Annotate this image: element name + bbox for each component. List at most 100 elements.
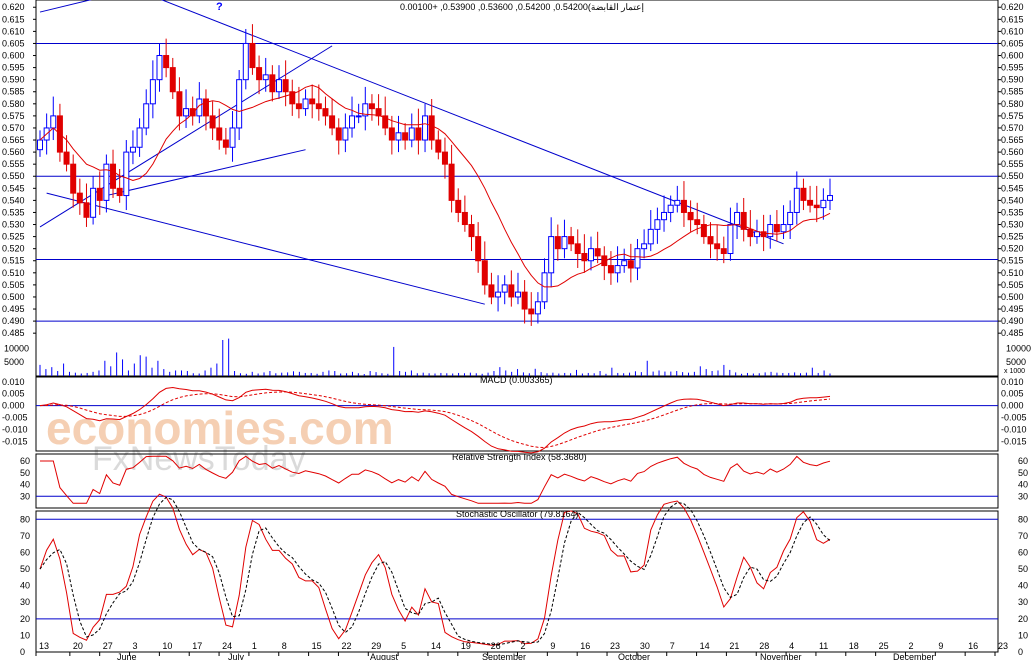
macd-title: MACD (0.003365): [480, 375, 553, 385]
candle-body: [256, 67, 263, 81]
candle-body: [428, 115, 435, 141]
macd-panel: [36, 386, 998, 454]
candle-body: [813, 204, 820, 209]
candle-body: [282, 79, 289, 93]
rsi-tick-left: 40: [20, 480, 30, 490]
candle-body: [820, 199, 827, 209]
x-day-label: 11: [819, 641, 828, 651]
volume-tick-right: 10000: [1006, 343, 1031, 353]
candle-body: [574, 243, 581, 254]
candle-body: [236, 79, 243, 129]
macd-tick-left: -0.010: [2, 425, 28, 435]
candle-body: [581, 253, 588, 262]
trend-line: [46, 192, 485, 305]
rsi-tick-left: 50: [20, 468, 30, 478]
x-month-label: December: [893, 652, 935, 660]
volume-unit-label: x 1000: [1004, 368, 1025, 375]
candle-body: [176, 91, 183, 117]
candle-body: [588, 248, 595, 262]
candle-body: [189, 108, 196, 117]
price-tick-right: 0.560: [1001, 147, 1024, 157]
candle-body: [415, 127, 422, 141]
price-tick-right: 0.550: [1001, 171, 1024, 181]
price-tick-left: 0.530: [2, 220, 25, 230]
x-day-label: 20: [73, 641, 83, 651]
stoch-k-line: [39, 493, 831, 646]
x-day-label: 4: [789, 641, 794, 651]
x-day-label: 27: [103, 641, 113, 651]
candle-body: [807, 199, 814, 206]
price-tick-left: 0.565: [2, 135, 25, 145]
candle-body: [375, 108, 382, 117]
price-tick-right: 0.575: [1001, 111, 1024, 121]
volume-panel: [39, 338, 831, 376]
candle-body: [322, 108, 329, 117]
moving-average-line: [39, 84, 831, 288]
price-tick-left: 0.545: [2, 183, 25, 193]
candle-body: [481, 260, 488, 286]
x-day-label: 16: [580, 641, 590, 651]
candle-body: [249, 42, 256, 69]
price-tick-right: 0.585: [1001, 87, 1024, 97]
price-tick-right: 0.545: [1001, 183, 1024, 193]
candle-body: [349, 115, 356, 129]
candle-body: [50, 115, 57, 129]
x-day-label: 23: [610, 641, 620, 651]
candle-body: [661, 211, 668, 221]
x-day-label: 9: [938, 641, 943, 651]
stoch-tick-right: 60: [1018, 547, 1028, 557]
candle-body: [362, 103, 369, 117]
watermark: economies.com FxNewsToday: [46, 402, 394, 478]
candle-body: [627, 260, 634, 269]
trend-line: [39, 45, 333, 228]
stoch-tick-left: 50: [20, 564, 30, 574]
candle-body: [342, 127, 349, 141]
stochastic-panel: [36, 493, 998, 646]
price-tick-left: 0.560: [2, 147, 25, 157]
macd-tick-left: -0.015: [2, 436, 28, 446]
candle-body: [96, 187, 103, 201]
x-day-label: 10: [162, 641, 172, 651]
candle-body: [727, 224, 734, 254]
candle-body: [495, 291, 502, 298]
price-tick-left: 0.610: [2, 26, 25, 36]
price-tick-left: 0.515: [2, 256, 25, 266]
macd-tick-left: -0.005: [2, 413, 28, 423]
candle-body: [149, 79, 156, 105]
watermark-line1: economies.com: [46, 402, 394, 454]
price-tick-left: 0.490: [2, 316, 25, 326]
x-day-label: 14: [700, 641, 710, 651]
candle-body: [475, 236, 482, 262]
candle-body: [90, 187, 97, 218]
stoch-tick-left: 10: [20, 630, 30, 640]
candle-body: [687, 211, 694, 221]
x-day-label: 17: [192, 641, 202, 651]
macd-tick-right: 0.010: [1001, 377, 1024, 387]
rsi-tick-right: 50: [1018, 468, 1028, 478]
x-day-label: 2: [521, 641, 526, 651]
candle-body: [621, 260, 628, 267]
candle-body: [355, 115, 362, 118]
candle-body: [488, 284, 495, 298]
x-day-label: 15: [312, 641, 322, 651]
candle-body: [309, 98, 316, 105]
candle-body: [315, 103, 322, 110]
price-tick-right: 0.485: [1001, 328, 1024, 338]
stoch-d-line: [39, 496, 831, 646]
price-tick-right: 0.620: [1001, 2, 1024, 12]
candle-body: [534, 301, 541, 315]
x-day-label: 18: [849, 641, 859, 651]
candle-body: [242, 42, 249, 81]
x-day-label: 5: [401, 641, 406, 651]
x-day-label: 23: [998, 641, 1008, 651]
price-tick-right: 0.510: [1001, 268, 1024, 278]
candle-body: [641, 243, 648, 250]
candle-body: [441, 151, 448, 165]
ohlc-readout: 0.00100+ ,0.53900 ,0.53600 ,0.54200 ,0.5…: [400, 2, 644, 13]
candle-body: [747, 228, 754, 238]
x-day-label: 1: [252, 641, 257, 651]
stoch-tick-left: 30: [20, 597, 30, 607]
volume-tick-left: 5000: [4, 357, 24, 367]
candle-body: [402, 132, 409, 141]
price-tick-right: 0.580: [1001, 99, 1024, 109]
